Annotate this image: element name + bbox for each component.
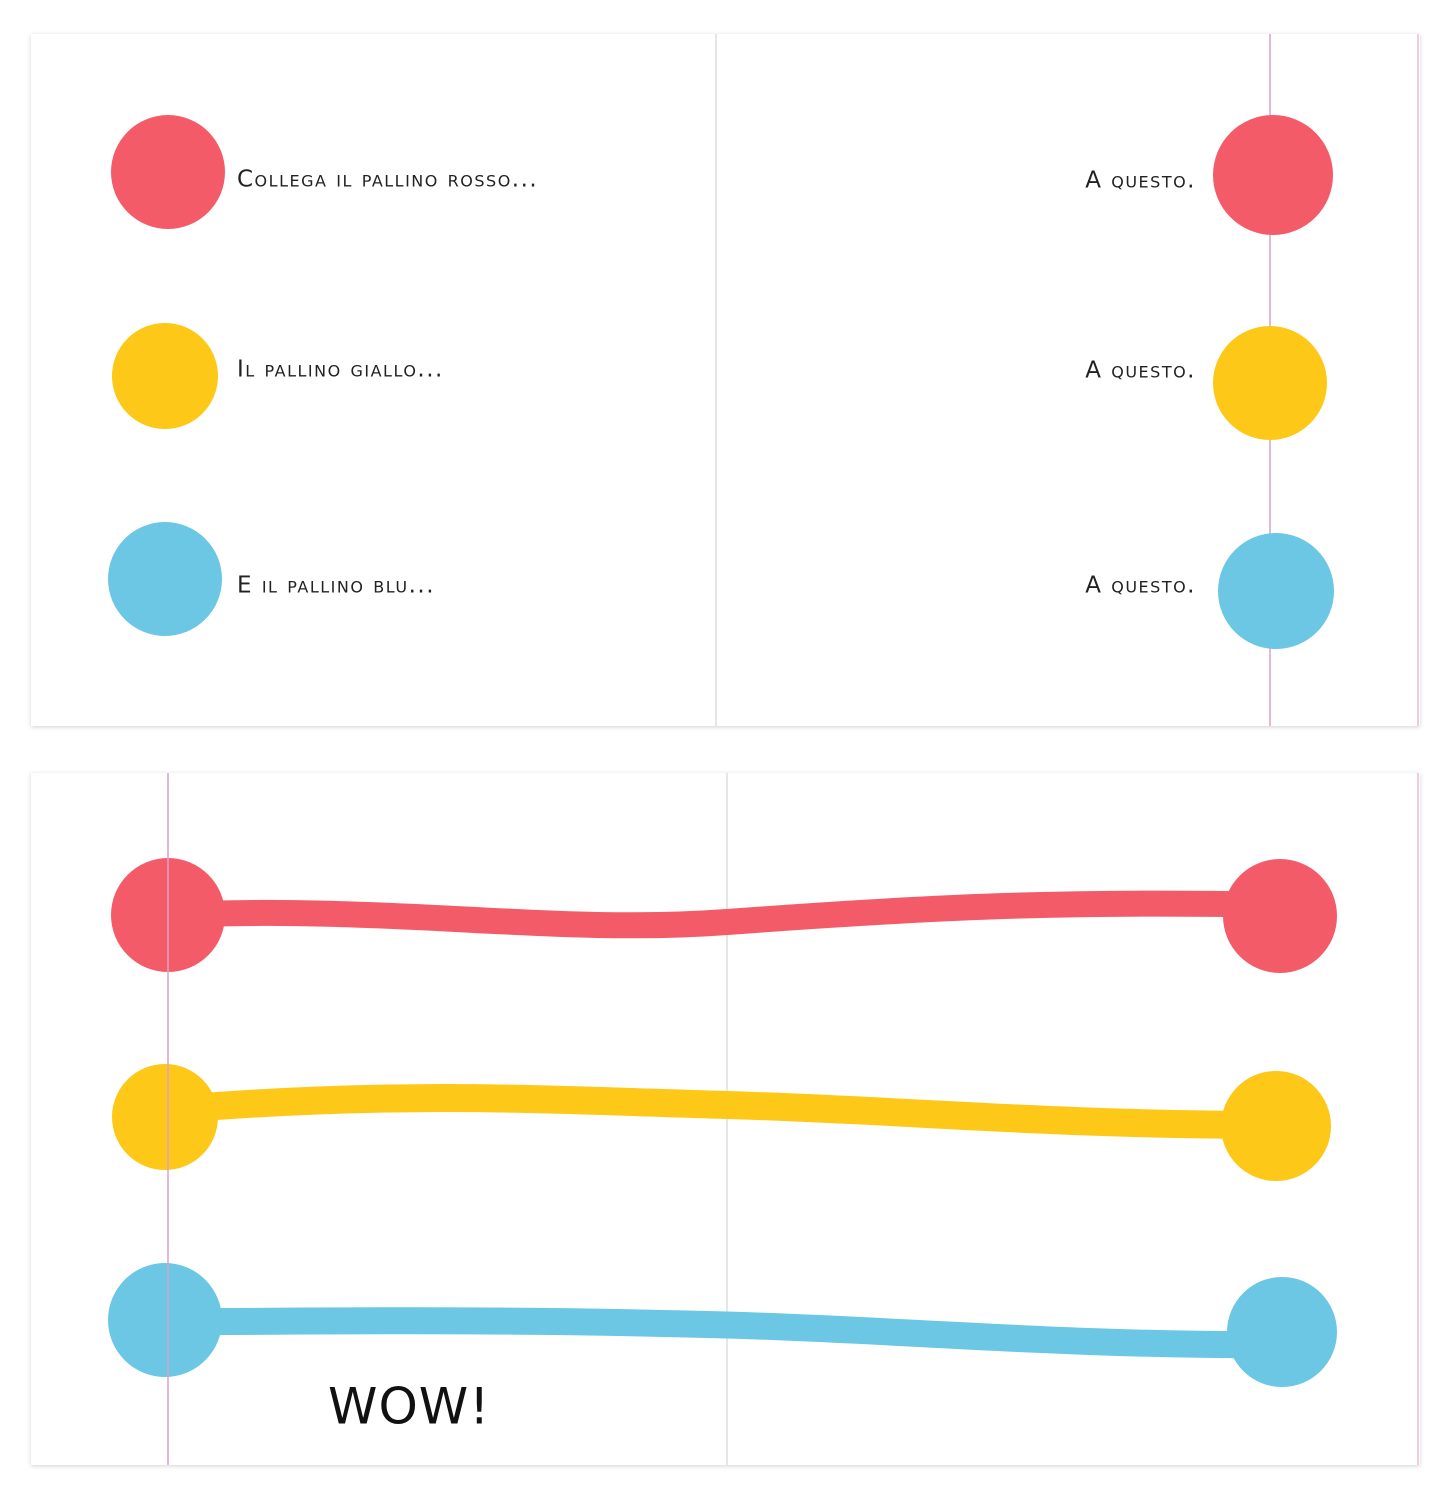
yellow-dot [112, 323, 218, 429]
yellow-dot [1213, 326, 1327, 440]
page-surface [31, 34, 1420, 726]
red-dot [1223, 859, 1337, 973]
instruction: Il pallino giallo... [237, 357, 444, 383]
red-line [155, 890, 1293, 939]
red-dot [1213, 115, 1333, 235]
red-dot [111, 115, 225, 229]
blue-dot [1218, 533, 1334, 649]
top-spread: Collega il pallino rosso... Il pallino g… [31, 34, 1420, 726]
target-text: A questo. [1085, 168, 1196, 194]
bottom-spread: WOW! [31, 773, 1420, 1465]
exclamation: WOW! [328, 1378, 490, 1436]
target-text: A questo. [1085, 358, 1196, 384]
blue-dot [1227, 1277, 1337, 1387]
instruction: E il pallino blu... [237, 573, 435, 599]
yellow-dot [1221, 1071, 1331, 1181]
yellow-line [151, 1084, 1289, 1139]
instruction: Collega il pallino rosso... [237, 167, 538, 193]
blue-line [151, 1307, 1294, 1359]
blue-dot [108, 522, 222, 636]
target-text: A questo. [1085, 573, 1196, 599]
yellow-dot [112, 1064, 218, 1170]
blue-dot [108, 1263, 222, 1377]
